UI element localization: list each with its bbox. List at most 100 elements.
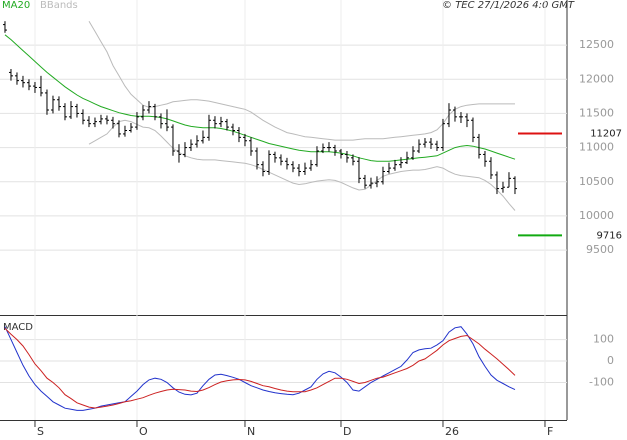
ohlc-bar — [98, 114, 103, 125]
ohlc-bar — [32, 81, 37, 93]
ohlc-bar — [356, 157, 361, 184]
ohlc-bar — [278, 154, 283, 166]
ma-line — [4, 34, 516, 162]
ohlc-bar — [302, 162, 307, 175]
ohlc-bar — [44, 89, 49, 115]
ohlc-bar — [224, 118, 229, 131]
x-tick-label: O — [139, 425, 148, 438]
ohlc-bar — [422, 138, 427, 148]
ohlc-bar — [86, 116, 91, 128]
ohlc-bar — [512, 176, 517, 195]
ohlc-bar — [68, 101, 73, 119]
y-tick-label: 10500 — [579, 175, 614, 188]
legend-ma20: MA20 — [2, 0, 30, 11]
ohlc-bar — [458, 112, 463, 123]
ohlc-bar — [416, 139, 421, 154]
ohlc-bar — [446, 103, 451, 128]
ohlc-bar — [110, 116, 115, 129]
ohlc-bar — [50, 95, 55, 114]
ohlc-bar — [284, 157, 289, 170]
ohlc-bar — [8, 69, 13, 81]
ohlc-bar — [482, 151, 487, 167]
ohlc-bar — [158, 113, 163, 129]
ohlc-bar — [188, 139, 193, 152]
ohlc-bar — [266, 150, 271, 175]
x-tick-label: 26 — [445, 425, 459, 438]
ohlc-bar — [80, 109, 85, 125]
ohlc-bar — [146, 101, 151, 114]
ohlc-bar — [368, 177, 373, 189]
y-tick-label: 10000 — [579, 209, 614, 222]
ohlc-bar — [488, 157, 493, 180]
ohlc-bar — [380, 166, 385, 185]
ohlc-bar — [260, 161, 265, 177]
y-tick-label: 11500 — [579, 106, 614, 119]
x-tick-label: N — [247, 425, 255, 438]
ohlc-bar — [440, 118, 445, 152]
ohlc-bar — [314, 146, 319, 167]
ohlc-bar — [272, 151, 277, 163]
ohlc-bar — [374, 176, 379, 188]
ohlc-bar — [26, 79, 31, 91]
ohlc-bar — [38, 75, 43, 97]
legend-bbands: BBands — [40, 0, 78, 11]
ohlc-bar — [428, 138, 433, 149]
ohlc-bar — [308, 159, 313, 171]
y-tick-label: 100 — [593, 333, 614, 346]
ohlc-bar — [128, 122, 133, 133]
ohlc-bar — [122, 125, 127, 137]
level-label: 11207 — [590, 128, 622, 139]
ohlc-bar — [230, 123, 235, 136]
x-tick-label: D — [343, 425, 351, 438]
bband-upper — [88, 20, 515, 141]
macd-title: MACD — [3, 322, 33, 333]
ohlc-bar — [242, 133, 247, 147]
y-tick-label: 9500 — [586, 243, 614, 256]
ohlc-bar — [200, 130, 205, 144]
y-tick-label: 11000 — [579, 141, 614, 154]
bband-lower — [88, 119, 516, 211]
ohlc-bar — [392, 159, 397, 171]
y-tick-label: 12000 — [579, 72, 614, 85]
ohlc-bar — [344, 151, 349, 163]
ohlc-bar — [20, 75, 25, 88]
ohlc-bar — [500, 181, 505, 193]
ohlc-bar — [434, 140, 439, 152]
ohlc-bar — [338, 148, 343, 159]
ohlc-bar — [206, 114, 211, 141]
y-tick-label: 0 — [607, 354, 614, 367]
ohlc-bar — [350, 154, 355, 166]
ohlc-bar — [494, 171, 499, 195]
ohlc-bar — [452, 106, 457, 122]
ohlc-bar — [170, 124, 175, 156]
macd-line — [4, 326, 516, 411]
ohlc-bar — [362, 174, 367, 189]
ohlc-bar — [404, 151, 409, 164]
ohlc-bar — [164, 109, 169, 132]
ohlc-bar — [410, 146, 415, 160]
ohlc-bar — [290, 161, 295, 173]
ohlc-bar — [212, 116, 217, 129]
ohlc-bar — [116, 120, 121, 138]
ohlc-bar — [176, 144, 181, 163]
ohlc-bar — [476, 133, 481, 159]
ohlc-bar — [296, 163, 301, 177]
ohlc-bar — [248, 137, 253, 156]
y-tick-label: 12500 — [579, 38, 614, 51]
ohlc-bar — [254, 147, 259, 170]
x-tick-label: F — [547, 425, 553, 438]
ohlc-bar — [152, 103, 157, 121]
ohlc-bar — [506, 172, 511, 188]
ohlc-bar — [386, 162, 391, 174]
ohlc-bar — [92, 117, 97, 128]
y-tick-label: -100 — [589, 375, 614, 388]
x-tick-label: S — [37, 425, 44, 438]
ohlc-bar — [182, 142, 187, 158]
ohlc-bar — [398, 157, 403, 169]
ohlc-bar — [74, 103, 79, 118]
ohlc-bar — [104, 115, 109, 125]
grid-layer — [0, 0, 567, 420]
ohlc-bar — [2, 21, 7, 33]
level-label: 9716 — [597, 230, 622, 241]
